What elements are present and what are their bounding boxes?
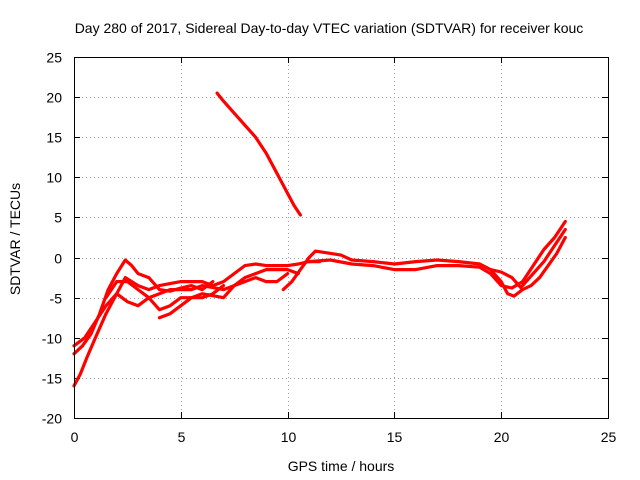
series-line-arc-3	[72, 272, 290, 348]
y-axis-label: SDTVAR / TECUs	[7, 183, 23, 295]
x-tick-label: 0	[71, 429, 79, 445]
x-tick-label: 25	[601, 429, 617, 445]
x-tick-label: 20	[494, 429, 510, 445]
y-tick-label: 5	[54, 210, 62, 226]
y-tick-label: 20	[46, 90, 62, 106]
series-line-arc-8	[307, 219, 567, 290]
series-line-arc-7	[281, 249, 525, 298]
series-line-arc-10	[521, 227, 567, 288]
y-tick-label: 25	[46, 50, 62, 66]
x-axis-label: GPS time / hours	[288, 458, 395, 474]
chart-title: Day 280 of 2017, Sidereal Day-to-day VTE…	[75, 20, 584, 36]
y-tick-label: -20	[42, 411, 62, 427]
series-line-arc-4	[104, 268, 300, 312]
y-tick-label: 0	[54, 251, 62, 267]
series-line-arc-5	[157, 284, 226, 320]
series-line-arc-1	[72, 260, 322, 388]
series-line-arc-6	[215, 91, 302, 217]
y-tick-labels: -20 -15 -10 -5 0 5 10 15 20 25	[42, 50, 62, 427]
y-tick-label: 10	[46, 170, 62, 186]
x-tick-label: 15	[387, 429, 403, 445]
x-tick-label: 10	[281, 429, 297, 445]
data-series	[72, 91, 567, 388]
y-tick-label: -5	[50, 291, 63, 307]
y-tick-label: -15	[42, 371, 62, 387]
y-tick-label: 15	[46, 130, 62, 146]
grid-lines	[74, 57, 608, 418]
axis-ticks	[74, 57, 609, 419]
x-tick-label: 5	[178, 429, 186, 445]
series-line-arc-9	[488, 235, 567, 292]
plot-frame	[74, 57, 609, 419]
x-tick-labels: 0 5 10 15 20 25	[71, 429, 617, 445]
y-tick-label: -10	[42, 331, 62, 347]
